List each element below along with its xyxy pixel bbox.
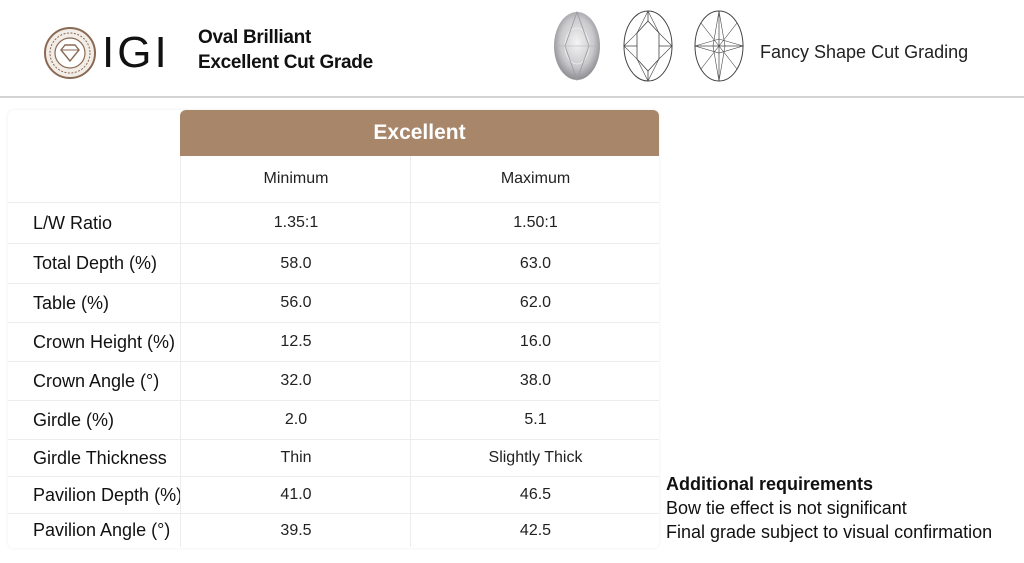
cut-grade-table xyxy=(8,110,659,548)
row-max-value: 38.0 xyxy=(410,362,660,400)
row-min-value: 41.0 xyxy=(180,477,411,513)
row-max-value: Slightly Thick xyxy=(410,440,660,476)
table-row: Table (%) 56.0 62.0 xyxy=(8,284,659,323)
table-row: Total Depth (%) 58.0 63.0 xyxy=(8,244,659,284)
row-max-value: 62.0 xyxy=(410,284,660,322)
notes-line: Final grade subject to visual confirmati… xyxy=(666,522,993,542)
row-label: Girdle (%) xyxy=(33,409,115,430)
row-max-value: 16.0 xyxy=(410,323,660,361)
row-max-value: 5.1 xyxy=(410,401,660,439)
row-label: Crown Angle (°) xyxy=(33,370,160,391)
table-row: Crown Angle (°) 32.0 38.0 xyxy=(8,362,659,401)
row-min-value: 39.5 xyxy=(180,514,411,547)
grade-header: Excellent xyxy=(180,110,659,156)
column-header-maximum: Maximum xyxy=(410,156,660,202)
row-min-value: 58.0 xyxy=(180,244,411,283)
oval-crown-diagram-icon xyxy=(623,10,673,82)
notes-line: Bow tie effect is not significant xyxy=(666,498,907,518)
row-max-value: 46.5 xyxy=(410,477,660,513)
row-label: L/W Ratio xyxy=(33,212,113,233)
notes-title: Additional requirements xyxy=(666,474,874,494)
row-min-value: 12.5 xyxy=(180,323,411,361)
table-row: Crown Height (%) 12.5 16.0 xyxy=(8,323,659,362)
row-label: Total Depth (%) xyxy=(33,253,158,273)
oval-pavilion-diagram-icon xyxy=(693,10,745,82)
igi-logo-text: IGI xyxy=(102,28,170,77)
oval-diamond-photo xyxy=(554,10,600,82)
row-max-value: 1.50:1 xyxy=(410,203,660,243)
row-label: Table (%) xyxy=(33,292,110,313)
table-row: Pavilion Angle (°) 39.5 42.5 xyxy=(8,514,659,547)
row-min-value: 56.0 xyxy=(180,284,411,322)
column-header-row: Minimum Maximum xyxy=(8,156,659,203)
page-header: IGI Oval Brilliant Excellent Cut Grade F… xyxy=(0,0,1024,98)
table-row: Pavilion Depth (%) 41.0 46.5 xyxy=(8,477,659,514)
additional-requirements: Additional requirements Bow tie effect i… xyxy=(666,472,992,544)
igi-seal-icon xyxy=(44,27,96,79)
table-row: Girdle Thickness Thin Slightly Thick xyxy=(8,440,659,477)
row-min-value: 32.0 xyxy=(180,362,411,400)
fancy-shape-label: Fancy Shape Cut Grading xyxy=(760,42,969,62)
row-min-value: 2.0 xyxy=(180,401,411,439)
row-label: Pavilion Angle (°) xyxy=(33,520,171,540)
table-row: Girdle (%) 2.0 5.1 xyxy=(8,401,659,440)
column-header-minimum: Minimum xyxy=(180,156,411,202)
page-title-line1: Oval Brilliant xyxy=(198,27,312,48)
row-label: Girdle Thickness xyxy=(33,447,167,468)
row-min-value: 1.35:1 xyxy=(180,203,411,243)
row-max-value: 42.5 xyxy=(410,514,660,547)
page-title-line2: Excellent Cut Grade xyxy=(198,52,373,73)
table-row: L/W Ratio 1.35:1 1.50:1 xyxy=(8,203,659,244)
row-label: Crown Height (%) xyxy=(33,331,176,352)
row-max-value: 63.0 xyxy=(410,244,660,283)
row-min-value: Thin xyxy=(180,440,411,476)
row-label: Pavilion Depth (%) xyxy=(33,484,183,505)
